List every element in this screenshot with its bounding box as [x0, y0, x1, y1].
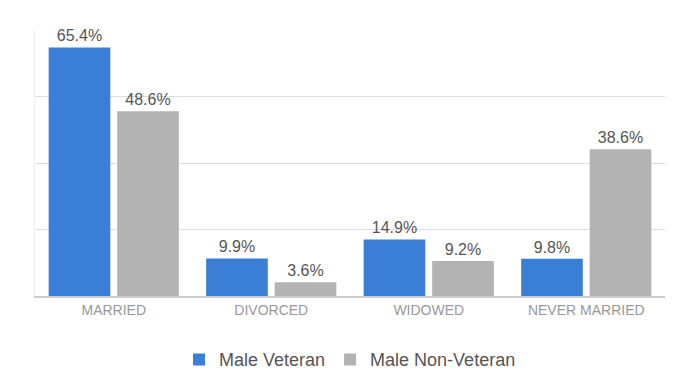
- svg-text:Male Veteran: Male Veteran: [219, 350, 325, 370]
- svg-text:MARRIED: MARRIED: [81, 302, 146, 318]
- svg-text:48.6%: 48.6%: [125, 91, 170, 108]
- svg-text:3.6%: 3.6%: [287, 262, 323, 279]
- svg-text:9.8%: 9.8%: [534, 239, 570, 256]
- svg-text:WIDOWED: WIDOWED: [393, 302, 464, 318]
- svg-text:9.2%: 9.2%: [445, 241, 481, 258]
- svg-text:DIVORCED: DIVORCED: [234, 302, 308, 318]
- svg-text:Male Non-Veteran: Male Non-Veteran: [370, 350, 515, 370]
- svg-text:9.9%: 9.9%: [219, 238, 255, 255]
- svg-text:14.9%: 14.9%: [372, 219, 417, 236]
- svg-text:65.4%: 65.4%: [57, 27, 102, 44]
- svg-text:NEVER MARRIED: NEVER MARRIED: [528, 302, 645, 318]
- svg-text:38.6%: 38.6%: [598, 129, 643, 146]
